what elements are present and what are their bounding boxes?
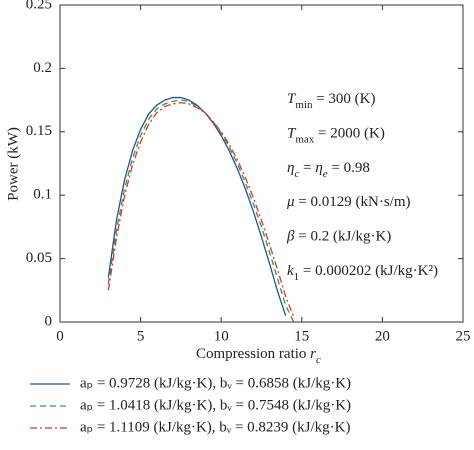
annotation-part: min	[295, 99, 313, 111]
legend-label: aₚ = 0.9728 (kJ/kg·K), bᵥ = 0.6858 (kJ/k…	[80, 375, 351, 391]
annotation-part: β	[286, 229, 295, 245]
annotation: k1 = 0.000202 (kJ/kg·K²)	[287, 263, 438, 282]
y-tick-label: 0.25	[26, 0, 52, 12]
annotation-part: =	[299, 160, 315, 176]
annotation-part: = 0.0129 (kN·s/m)	[295, 195, 411, 211]
data-line	[107, 101, 295, 318]
annotation-part: max	[295, 133, 314, 145]
annotation: Tmax = 2000 (K)	[287, 126, 385, 145]
annotation-part: η	[287, 160, 294, 176]
x-tick-label: 10	[214, 328, 229, 344]
annotation-part: = 0.2 (kJ/kg·K)	[294, 229, 391, 245]
y-tick-label: 0.05	[26, 250, 52, 266]
annotation: Tmin = 300 (K)	[287, 91, 376, 110]
plot-frame	[59, 4, 464, 323]
annotation: β = 0.2 (kJ/kg·K)	[286, 229, 391, 245]
x-tick-label: 20	[375, 328, 390, 344]
y-axis-label: Power (kW)	[5, 127, 21, 201]
y-tick-label: 0.2	[33, 60, 52, 76]
x-tick-label: 25	[456, 328, 471, 344]
y-tick-label: 0.1	[33, 187, 52, 203]
data-line	[107, 99, 295, 323]
annotation-part: = 0.000202 (kJ/kg·K²)	[299, 263, 438, 279]
x-tick-label: 0	[56, 328, 64, 344]
x-tick-label: 15	[294, 328, 309, 344]
y-tick-label: 0.15	[26, 123, 52, 139]
annotation-part: T	[287, 126, 297, 142]
x-axis-label-part: Compression ratio	[196, 346, 310, 362]
x-tick-label: 5	[137, 328, 145, 344]
annotation-part: η	[315, 160, 322, 176]
data-line	[107, 96, 287, 316]
x-axis-label-part: c	[316, 354, 321, 366]
x-axis-label-part: r	[310, 346, 316, 362]
annotation-part: c	[294, 167, 299, 179]
annotation-part: k	[287, 263, 294, 279]
annotation-part: e	[323, 167, 328, 179]
annotation: ηc = ηe = 0.98	[287, 160, 370, 179]
annotation-part: μ	[286, 195, 295, 211]
x-axis-label: Compression ratio rc	[196, 346, 321, 365]
y-tick-label: 0	[45, 313, 53, 329]
annotation-part: T	[287, 91, 297, 107]
annotation: μ = 0.0129 (kN·s/m)	[286, 195, 410, 211]
legend-label: aₚ = 1.1109 (kJ/kg·K), bᵥ = 0.8239 (kJ/k…	[80, 419, 351, 435]
annotation-part: = 300 (K)	[312, 91, 375, 107]
annotation-part: = 0.98	[328, 160, 370, 176]
annotation-part: = 2000 (K)	[314, 126, 385, 142]
legend-label: aₚ = 1.0418 (kJ/kg·K), bᵥ = 0.7548 (kJ/k…	[80, 397, 351, 413]
annotation-part: 1	[294, 271, 300, 283]
